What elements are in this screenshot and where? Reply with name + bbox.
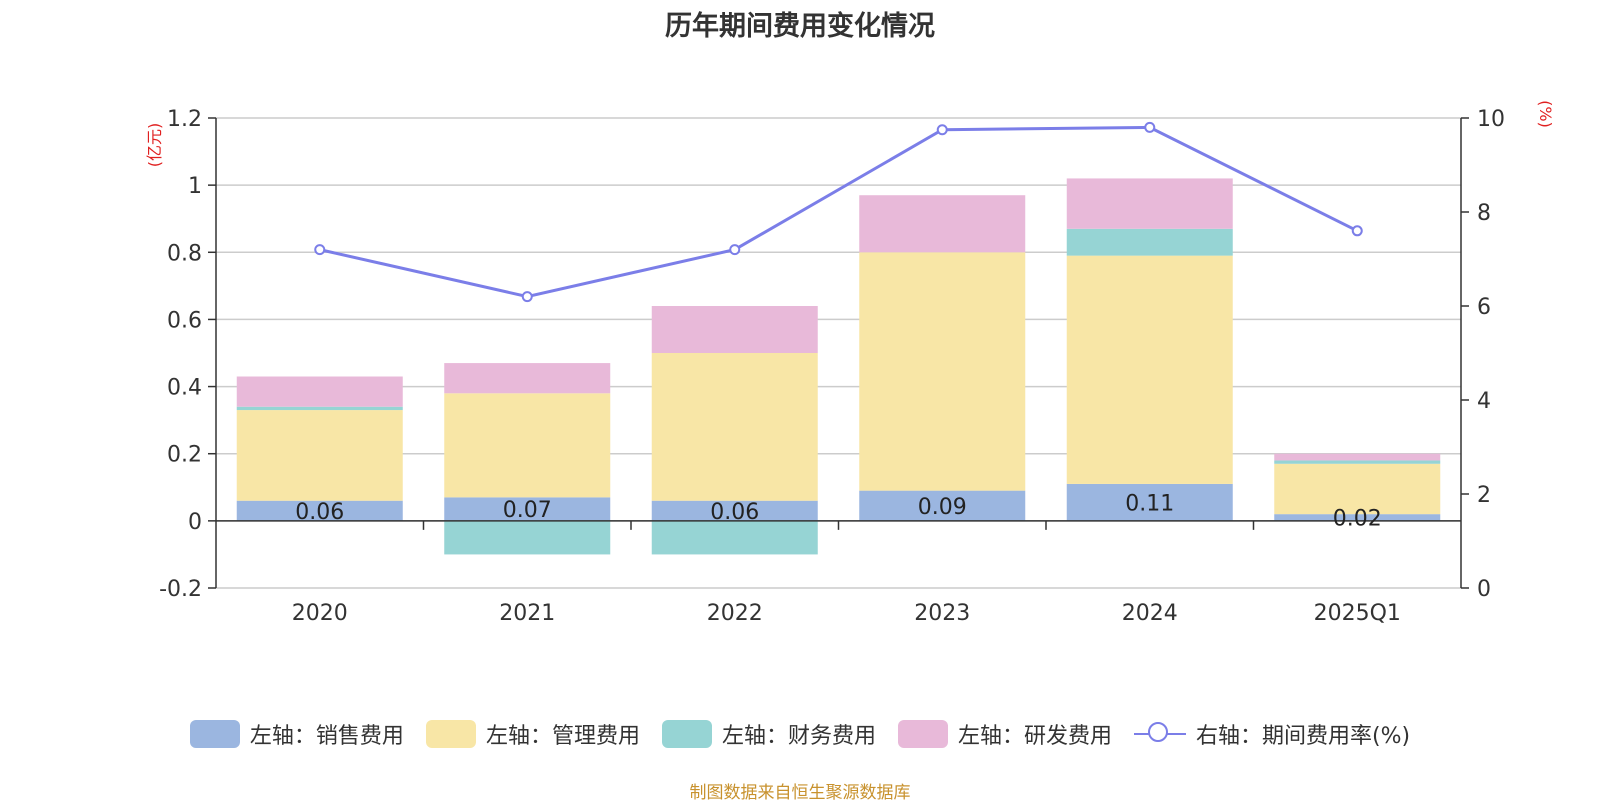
y-left-tick-label: 0.8 <box>167 241 202 266</box>
rate-point-2025Q1 <box>1351 225 1363 237</box>
y-right-tick-label: 8 <box>1477 201 1491 226</box>
bar-sales-2025Q1 <box>1274 514 1441 521</box>
legend-item-admin[interactable]: 左轴：管理费用 <box>425 718 640 750</box>
bar-sales-2021 <box>444 497 611 521</box>
bar-admin-2022 <box>651 353 818 501</box>
bar-sales-2023 <box>859 490 1026 521</box>
legend-label: 左轴：研发费用 <box>957 724 1112 749</box>
x-category-label: 2024 <box>1122 601 1178 626</box>
y-left-tick-label: 0.4 <box>167 376 202 401</box>
data-label-sales: 0.06 <box>295 500 344 525</box>
y-left-tick-label: 0 <box>188 510 202 535</box>
bar-finance-2025Q1 <box>1274 460 1441 464</box>
bar-admin-2025Q1 <box>1274 463 1441 515</box>
y-right-tick-label: 2 <box>1477 483 1491 508</box>
legend-item-finance[interactable]: 左轴：财务费用 <box>661 718 876 750</box>
bar-admin-2020 <box>236 410 403 501</box>
legend-item-rd[interactable]: 左轴：研发费用 <box>897 718 1112 750</box>
y-right-unit-label: (%) <box>1536 100 1555 128</box>
legend-item-sales[interactable]: 左轴：销售费用 <box>189 718 404 750</box>
y-right-tick-label: 0 <box>1477 577 1491 602</box>
bar-sales-2020 <box>236 500 403 521</box>
legend-swatch <box>425 720 476 748</box>
data-label-sales: 0.09 <box>918 495 967 520</box>
data-label-sales: 0.02 <box>1333 507 1382 532</box>
legend-label: 左轴：财务费用 <box>721 724 876 749</box>
bar-rd-2025Q1 <box>1274 453 1441 461</box>
bar-sales-2022 <box>651 500 818 521</box>
period-expense-chart: -0.2 0 0.2 0.4 0.6 0.8 1 1.2 0 2 4 6 8 10 (亿元) (%) 0.06 0… <box>145 100 1555 626</box>
y-left-tick-label: 1.2 <box>167 107 202 132</box>
rate-line <box>319 125 1358 299</box>
bar-sales-2024 <box>1066 483 1233 521</box>
legend-line-marker <box>1133 720 1186 748</box>
bar-finance-2022 <box>651 520 818 555</box>
bar-finance-2020 <box>236 406 403 411</box>
bar-admin-2021 <box>444 393 611 498</box>
legend-swatch <box>661 720 712 748</box>
legend-swatch <box>897 720 948 748</box>
x-category-label: 2022 <box>707 601 763 626</box>
legend-item-rate[interactable]: 右轴：期间费用率(%) <box>1133 718 1411 750</box>
legend-label: 左轴：销售费用 <box>249 724 404 749</box>
data-label-sales: 0.06 <box>710 500 759 525</box>
legend-label: 右轴：期间费用率(%) <box>1195 724 1411 749</box>
legend-circle-icon <box>1147 722 1168 742</box>
y-left-tick-label: 1 <box>188 174 202 199</box>
rate-point-2021 <box>521 291 533 303</box>
legend-label: 左轴：管理费用 <box>485 724 640 749</box>
x-category-label: 2023 <box>914 601 970 626</box>
rate-point-2024 <box>1144 121 1156 133</box>
bar-rd-2024 <box>1066 178 1233 229</box>
bar-finance-2024 <box>1066 228 1233 256</box>
bar-admin-2023 <box>859 252 1026 491</box>
data-label-sales: 0.07 <box>503 498 552 523</box>
bar-rd-2021 <box>444 363 611 394</box>
bar-rd-2022 <box>651 306 818 353</box>
data-label-sales: 0.11 <box>1125 491 1174 516</box>
bar-rd-2023 <box>859 195 1026 253</box>
bar-finance-2021 <box>444 520 611 555</box>
y-right-tick-label: 4 <box>1477 389 1491 414</box>
bar-rd-2020 <box>236 376 403 407</box>
y-right-tick-label: 6 <box>1477 295 1491 320</box>
bar-admin-2024 <box>1066 255 1233 484</box>
y-right-tick-label: 10 <box>1477 107 1505 132</box>
y-left-tick-label: 0.6 <box>167 308 202 333</box>
chart-title: 历年期间费用变化情况 <box>665 11 935 42</box>
x-category-label: 2020 <box>292 601 348 626</box>
chart-legend: 左轴：销售费用 左轴：管理费用 左轴：财务费用 左轴：研发费用 右轴：期间费用率(%) <box>0 718 1600 750</box>
legend-swatch <box>189 720 240 748</box>
x-category-label: 2021 <box>499 601 555 626</box>
x-category-label: 2025Q1 <box>1314 601 1401 626</box>
rate-point-2023 <box>936 124 948 136</box>
y-left-tick-label: 0.2 <box>167 443 202 468</box>
data-source-note: 制图数据来自恒生聚源数据库 <box>689 783 911 803</box>
rate-point-2022 <box>729 244 741 256</box>
rate-point-2020 <box>314 244 326 256</box>
y-left-unit-label: (亿元) <box>145 123 164 168</box>
y-left-tick-label: -0.2 <box>159 577 202 602</box>
